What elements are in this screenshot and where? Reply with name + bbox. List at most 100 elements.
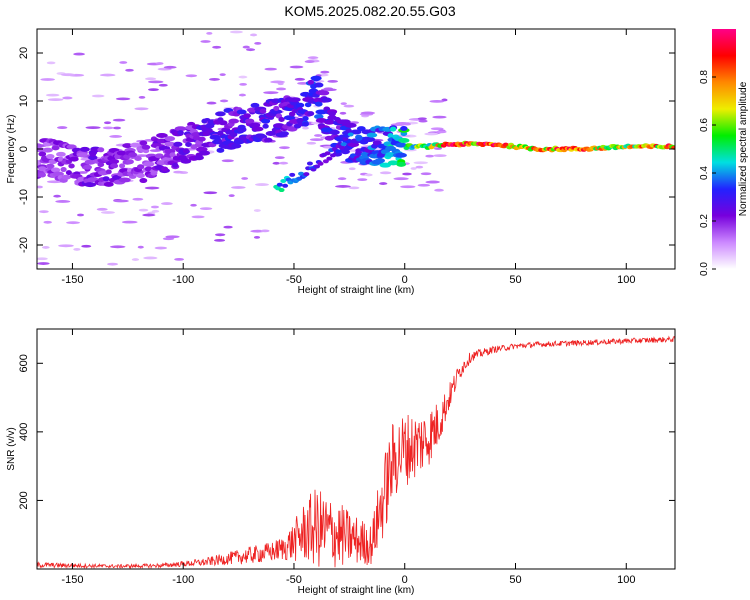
spectrogram-cell [413, 161, 429, 165]
spectrogram-cell [42, 147, 53, 153]
spectrogram-cell [232, 21, 243, 24]
spectrogram-cell [180, 158, 192, 164]
snr-x-axis-label: Height of straight line (km) [298, 585, 415, 596]
spectrogram-cell [88, 155, 98, 161]
spectrogram-cell [393, 177, 409, 181]
spectrogram-cell [45, 93, 60, 97]
figure-title: KOM5.2025.082.20.55.G03 [284, 3, 455, 19]
spectrogram-cell [163, 65, 177, 69]
spectrogram-cell [142, 213, 156, 217]
spectrogram-cell [245, 48, 256, 52]
x-tick-label: -150 [61, 274, 83, 286]
spectrogram-cell [335, 149, 342, 154]
spectrogram-cell [46, 154, 55, 160]
spectrogram-cell [100, 211, 115, 214]
spectrogram-cell [283, 115, 296, 121]
spectrogram-cell [228, 194, 235, 198]
spectrogram-cell [302, 116, 309, 122]
x-tick-label: 0 [402, 574, 408, 586]
spectrogram-cell [314, 101, 323, 107]
spectrogram-cell [350, 129, 362, 135]
spectrogram-cell [118, 177, 131, 183]
spectrogram-cell [76, 213, 85, 217]
spectrogram-cell [302, 126, 309, 130]
spectrogram-cell [84, 182, 97, 188]
spectrogram-cell [223, 225, 233, 229]
x-tick-label: -150 [61, 574, 83, 586]
spectrogram-cell [212, 45, 222, 49]
spectrogram-cell [270, 80, 285, 84]
spectrogram-cell [79, 146, 90, 152]
spectrogram-cell [289, 97, 301, 103]
spectrogram-cell [173, 170, 184, 174]
x-tick-label: -100 [172, 274, 194, 286]
spectrogram-cell [254, 41, 262, 45]
y-tick-label: 0 [18, 146, 30, 152]
spectrogram-cell [242, 45, 250, 49]
spectrogram-cell [338, 145, 345, 150]
spectrogram-cell [144, 77, 157, 81]
colorbar-ticks: 0.0 0.2 0.4 0.6 0.8 [699, 70, 716, 276]
snr-y-axis-label: SNR (v/v) [6, 427, 17, 470]
spectrogram-cell [243, 113, 251, 119]
spectrogram-cell [287, 126, 298, 132]
spectrogram-cell [161, 166, 169, 172]
spectrogram-cell [102, 279, 111, 282]
spectrogram-cell [197, 136, 206, 142]
x-tick-label: -50 [286, 274, 302, 286]
spectrogram-cell [51, 145, 60, 151]
spectrogram-cell [138, 95, 146, 99]
spectrogram-cell [89, 151, 97, 157]
spectrogram-cell [169, 152, 176, 158]
spectrogram-cell [278, 117, 285, 123]
spectrogram-cell [60, 167, 67, 173]
y-tick-label: -20 [18, 237, 30, 253]
x-tick-label: 0 [402, 274, 408, 286]
spectrogram-cell [400, 185, 416, 189]
spectrogram-cell [62, 96, 73, 100]
spectrogram-cell [46, 61, 56, 65]
spectrogram-cell [363, 137, 376, 143]
spectrogram-cell [236, 109, 247, 115]
spectrogram-cell [126, 159, 134, 165]
x-tick-label: 100 [617, 574, 635, 586]
spectrogram-cell [40, 78, 55, 81]
spectrogram-cell [278, 146, 290, 150]
spectrogram-cell [329, 129, 340, 135]
spectrogram-cell [390, 123, 406, 127]
spectrogram-cell [342, 136, 349, 141]
spectrogram-cell [430, 127, 444, 131]
spectrogram-cell [253, 209, 261, 212]
spectrogram-cell [340, 102, 347, 106]
spectrogram-cell [329, 153, 336, 158]
spectrogram-cell [307, 79, 315, 85]
colorbar-tick-label: 0.8 [699, 70, 710, 84]
spectrogram-cell [99, 73, 116, 77]
spectrogram-cell [306, 161, 313, 166]
spectrogram-cell [343, 104, 355, 108]
spectrogram-cell [206, 31, 213, 35]
spectrogram-cell [206, 101, 217, 105]
spectrogram-cell [317, 161, 324, 166]
spectrogram-cell [116, 150, 128, 156]
spectrogram-cell [326, 156, 333, 161]
spectrogram-cell [56, 151, 66, 157]
spectrogram-cell [84, 159, 96, 165]
spectrogram-cell [46, 180, 63, 184]
colorbar: 0.0 0.2 0.4 0.6 0.8 Normalized spectral ampl… [699, 29, 749, 276]
spectrogram-cell [432, 115, 447, 119]
spectrogram-cell [66, 221, 81, 225]
spectrogram-cell [107, 270, 121, 273]
spectrogram-cell [213, 238, 226, 242]
spectrogram-cell [282, 183, 289, 188]
spectrogram-cell [303, 172, 310, 177]
spectrogram-cell [132, 197, 144, 201]
spectrogram-cell [91, 94, 105, 98]
spectrogram-cell [249, 33, 258, 37]
spectrogram-cell [85, 126, 101, 130]
spectrogram-cell [398, 138, 410, 144]
y-tick-label: 20 [18, 47, 30, 59]
spectrogram-cell [254, 14, 264, 17]
spectrogram-cell [418, 119, 428, 123]
